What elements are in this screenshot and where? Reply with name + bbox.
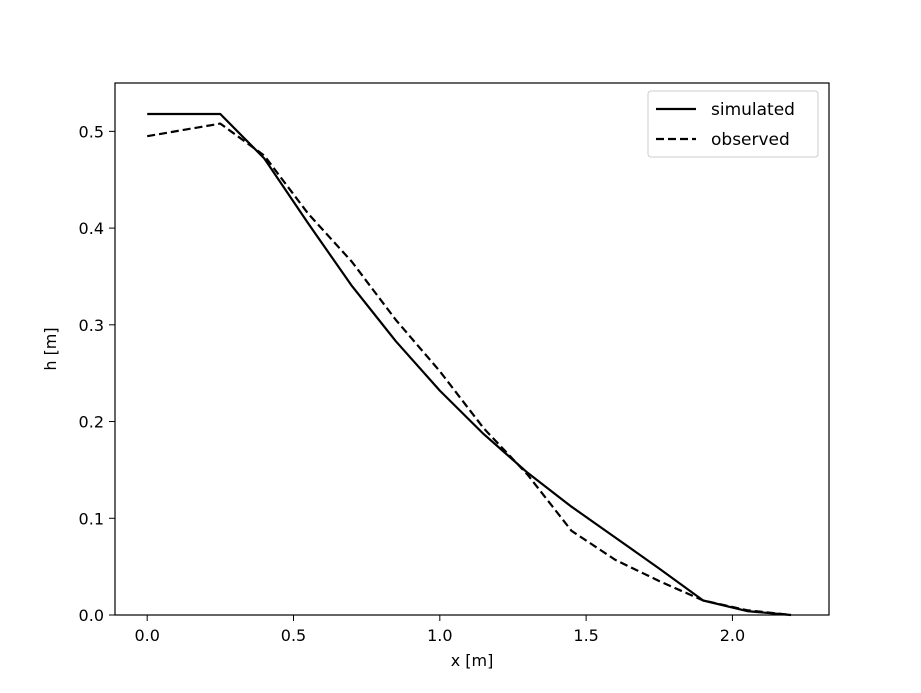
series-line-observed	[147, 122, 792, 617]
y-axis-ticks: 0.0 0.1 0.2 0.3 0.4 0.5	[79, 122, 115, 625]
x-tick-label: 1.5	[573, 626, 598, 645]
y-tick-label: 0.4	[79, 219, 104, 238]
series-layer	[147, 112, 792, 617]
plot-area	[114, 82, 830, 616]
legend-box	[647, 90, 819, 158]
y-tick-label: 0.3	[79, 316, 104, 335]
legend: simulated observed	[647, 90, 819, 158]
y-tick-label: 0.0	[79, 606, 104, 625]
y-tick-label: 0.5	[79, 122, 104, 141]
y-axis-label: h [m]	[41, 327, 60, 370]
x-axis-ticks: 0.0 0.5 1.0 1.5 2.0	[134, 615, 745, 645]
y-tick-label: 0.2	[79, 413, 104, 432]
legend-label-observed: observed	[711, 130, 790, 150]
x-tick-label: 0.0	[134, 626, 159, 645]
x-tick-label: 2.0	[720, 626, 745, 645]
x-tick-label: 1.0	[427, 626, 452, 645]
legend-label-simulated: simulated	[711, 100, 795, 120]
series-line-simulated	[147, 112, 792, 617]
x-axis-label: x [m]	[451, 651, 494, 670]
x-tick-label: 0.5	[281, 626, 306, 645]
y-tick-label: 0.1	[79, 509, 104, 528]
